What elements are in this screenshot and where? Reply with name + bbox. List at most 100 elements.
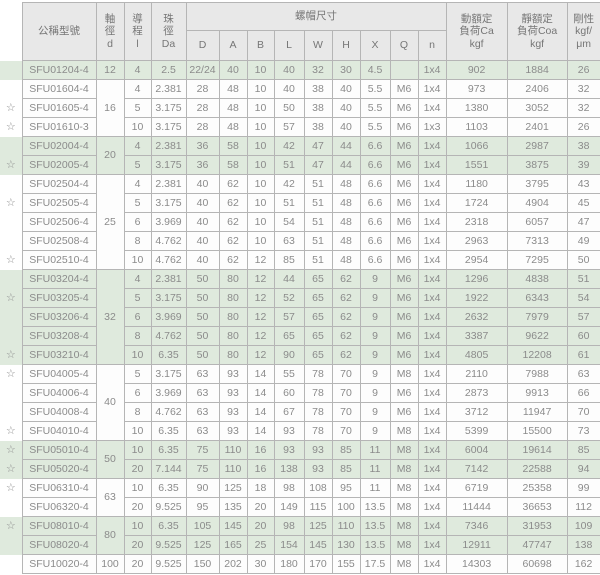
col-header-nut-X: X xyxy=(359,30,391,61)
cell-Q: M6 xyxy=(389,288,419,308)
cell-D: 50 xyxy=(185,288,220,308)
cell-static-load: 19614 xyxy=(506,440,568,460)
table-row: ☆ SFU06310-4 63 10 6.35 90 125 18 98 108 95 11 M8 1x4… xyxy=(0,478,600,517)
cell-D: 63 xyxy=(185,421,220,441)
cell-model: SFU01204-4 xyxy=(21,60,97,80)
table-row: ☆ SFU03210-4 10 6.35 50 80 12 90 65 62 9 M6 1x4 4805 1… xyxy=(0,345,600,365)
cell-L: 42 xyxy=(273,174,305,194)
cell-A: 62 xyxy=(218,193,248,213)
cell-dynamic-load: 11444 xyxy=(445,497,508,517)
cell-B: 16 xyxy=(246,459,275,479)
cell-B: 10 xyxy=(246,193,275,213)
cell-rigidity: 70 xyxy=(566,402,600,422)
cell-H: 62 xyxy=(331,326,361,346)
cell-static-load: 7295 xyxy=(506,250,568,270)
cell-rigidity: 47 xyxy=(566,212,600,232)
star-gutter xyxy=(0,403,22,422)
cell-X: 11 xyxy=(359,478,391,498)
cell-dynamic-load: 2873 xyxy=(445,383,508,403)
col-header-lead: 導 程 l xyxy=(123,2,152,61)
cell-Q: M6 xyxy=(389,155,419,175)
cell-X: 6.6 xyxy=(359,250,391,270)
cell-ball-diameter: 2.381 xyxy=(150,79,187,99)
cell-static-load: 9622 xyxy=(506,326,568,346)
cell-X: 9 xyxy=(359,269,391,289)
cell-lead: 5 xyxy=(123,193,152,213)
cell-dynamic-load: 1724 xyxy=(445,193,508,213)
cell-Q: M6 xyxy=(389,250,419,270)
cell-Q: M6 xyxy=(389,231,419,251)
cell-A: 145 xyxy=(218,516,248,536)
cell-H: 48 xyxy=(331,174,361,194)
cell-D: 40 xyxy=(185,193,220,213)
cell-rigidity: 60 xyxy=(566,326,600,346)
cell-n: 1x4 xyxy=(417,174,447,194)
cell-D: 40 xyxy=(185,212,220,232)
cell-model: SFU06320-4 xyxy=(21,497,97,517)
cell-L: 57 xyxy=(273,117,305,137)
table-row: ☆ SFU04010-4 10 6.35 63 93 14 93 78 70 9 M8 1x4 5399 1… xyxy=(0,421,600,441)
cell-Q: M6 xyxy=(389,326,419,346)
cell-ball-diameter: 6.35 xyxy=(150,421,187,441)
cell-lead: 4 xyxy=(123,79,152,99)
cell-lead: 4 xyxy=(123,60,152,80)
cell-n: 1x4 xyxy=(417,155,447,175)
cell-Q: M6 xyxy=(389,307,419,327)
cell-model: SFU02510-4 xyxy=(21,250,97,270)
col-header-nut-A: A xyxy=(218,30,248,61)
col-header-rigidity: 剛性 kgf/ μm xyxy=(566,2,600,61)
cell-ball-diameter: 6.35 xyxy=(150,478,187,498)
cell-ball-diameter: 4.762 xyxy=(150,250,187,270)
cell-D: 75 xyxy=(185,459,220,479)
table-row: SFU01604-4 16 4 2.381 28 48 10 40 38 40 5.5 M6 1x4 97… xyxy=(0,79,600,137)
cell-static-load: 4838 xyxy=(506,269,568,289)
cell-n: 1x4 xyxy=(417,307,447,327)
cell-shaft-diameter: 20 xyxy=(95,136,125,175)
cell-H: 48 xyxy=(331,250,361,270)
cell-L: 40 xyxy=(273,79,305,99)
col-header-dynamic-load: 動額定 負荷Ca kgf xyxy=(445,2,508,61)
cell-n: 1x4 xyxy=(417,364,447,384)
cell-n: 1x3 xyxy=(417,117,447,137)
cell-L: 52 xyxy=(273,288,305,308)
cell-static-load: 3875 xyxy=(506,155,568,175)
star-gutter xyxy=(0,136,22,156)
cell-L: 138 xyxy=(273,459,305,479)
cell-D: 50 xyxy=(185,326,220,346)
cell-rigidity: 66 xyxy=(566,383,600,403)
cell-D: 150 xyxy=(185,554,220,574)
table-row: SFU02004-4 20 4 2.381 36 58 10 42 47 44 6.6 M6 1x4 10… xyxy=(0,136,600,175)
table-row: ☆ SFU04005-4 40 5 3.175 63 93 14 55 78 70 9 M8 1x4 211… xyxy=(0,364,600,441)
cell-model: SFU04008-4 xyxy=(21,402,97,422)
star-gutter xyxy=(0,232,22,251)
cell-ball-diameter: 6.35 xyxy=(150,345,187,365)
cell-L: 44 xyxy=(273,269,305,289)
cell-Q: M8 xyxy=(389,364,419,384)
cell-rigidity: 54 xyxy=(566,288,600,308)
cell-L: 67 xyxy=(273,402,305,422)
cell-n: 1x4 xyxy=(417,288,447,308)
cell-Q: M8 xyxy=(389,535,419,555)
cell-rigidity: 26 xyxy=(566,60,600,80)
cell-static-load: 60698 xyxy=(506,554,568,574)
cell-A: 62 xyxy=(218,212,248,232)
cell-static-load: 47747 xyxy=(506,535,568,555)
cell-n: 1x4 xyxy=(417,60,447,80)
cell-dynamic-load: 2963 xyxy=(445,231,508,251)
star-gutter xyxy=(0,326,22,346)
cell-W: 65 xyxy=(303,269,333,289)
cell-lead: 20 xyxy=(123,459,152,479)
cell-dynamic-load: 1551 xyxy=(445,155,508,175)
cell-ball-diameter: 2.381 xyxy=(150,136,187,156)
cell-ball-diameter: 3.969 xyxy=(150,307,187,327)
cell-rigidity: 162 xyxy=(566,554,600,574)
cell-ball-diameter: 9.525 xyxy=(150,497,187,517)
cell-A: 93 xyxy=(218,402,248,422)
cell-dynamic-load: 2110 xyxy=(445,364,508,384)
col-header-nut-B: B xyxy=(246,30,275,61)
cell-B: 10 xyxy=(246,155,275,175)
cell-W: 93 xyxy=(303,440,333,460)
cell-rigidity: 85 xyxy=(566,440,600,460)
cell-ball-diameter: 3.175 xyxy=(150,193,187,213)
